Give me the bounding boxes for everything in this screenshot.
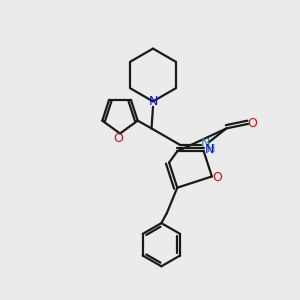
Text: N: N <box>201 137 210 150</box>
Text: O: O <box>114 132 123 145</box>
Text: N: N <box>148 95 158 108</box>
Text: H: H <box>207 143 215 154</box>
Text: O: O <box>212 171 222 184</box>
Text: N: N <box>204 143 214 156</box>
Text: O: O <box>248 117 257 130</box>
